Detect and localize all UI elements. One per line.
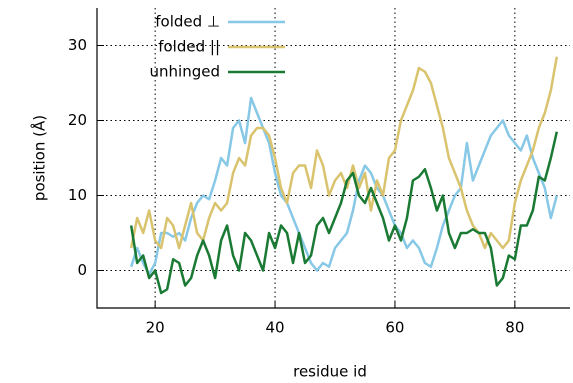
legend-label: folded || xyxy=(158,38,220,56)
legend-label: folded ⊥ xyxy=(155,13,220,31)
x-tick-label: 60 xyxy=(385,319,404,337)
y-tick-label: 0 xyxy=(77,261,87,279)
y-tick-label: 20 xyxy=(68,111,87,129)
x-axis-label: residue id xyxy=(293,363,367,381)
series-line xyxy=(129,96,559,276)
x-tick-label: 20 xyxy=(146,319,165,337)
axis-frame xyxy=(96,8,570,309)
y-tick-label: 30 xyxy=(68,36,87,54)
y-axis-label: position (Å) xyxy=(30,115,49,201)
series-line xyxy=(129,131,559,295)
x-tick-label: 80 xyxy=(505,319,524,337)
x-tick-label: 40 xyxy=(266,319,285,337)
legend-label: unhinged xyxy=(150,63,220,81)
series-line xyxy=(129,56,559,250)
y-tick-label: 10 xyxy=(68,186,87,204)
